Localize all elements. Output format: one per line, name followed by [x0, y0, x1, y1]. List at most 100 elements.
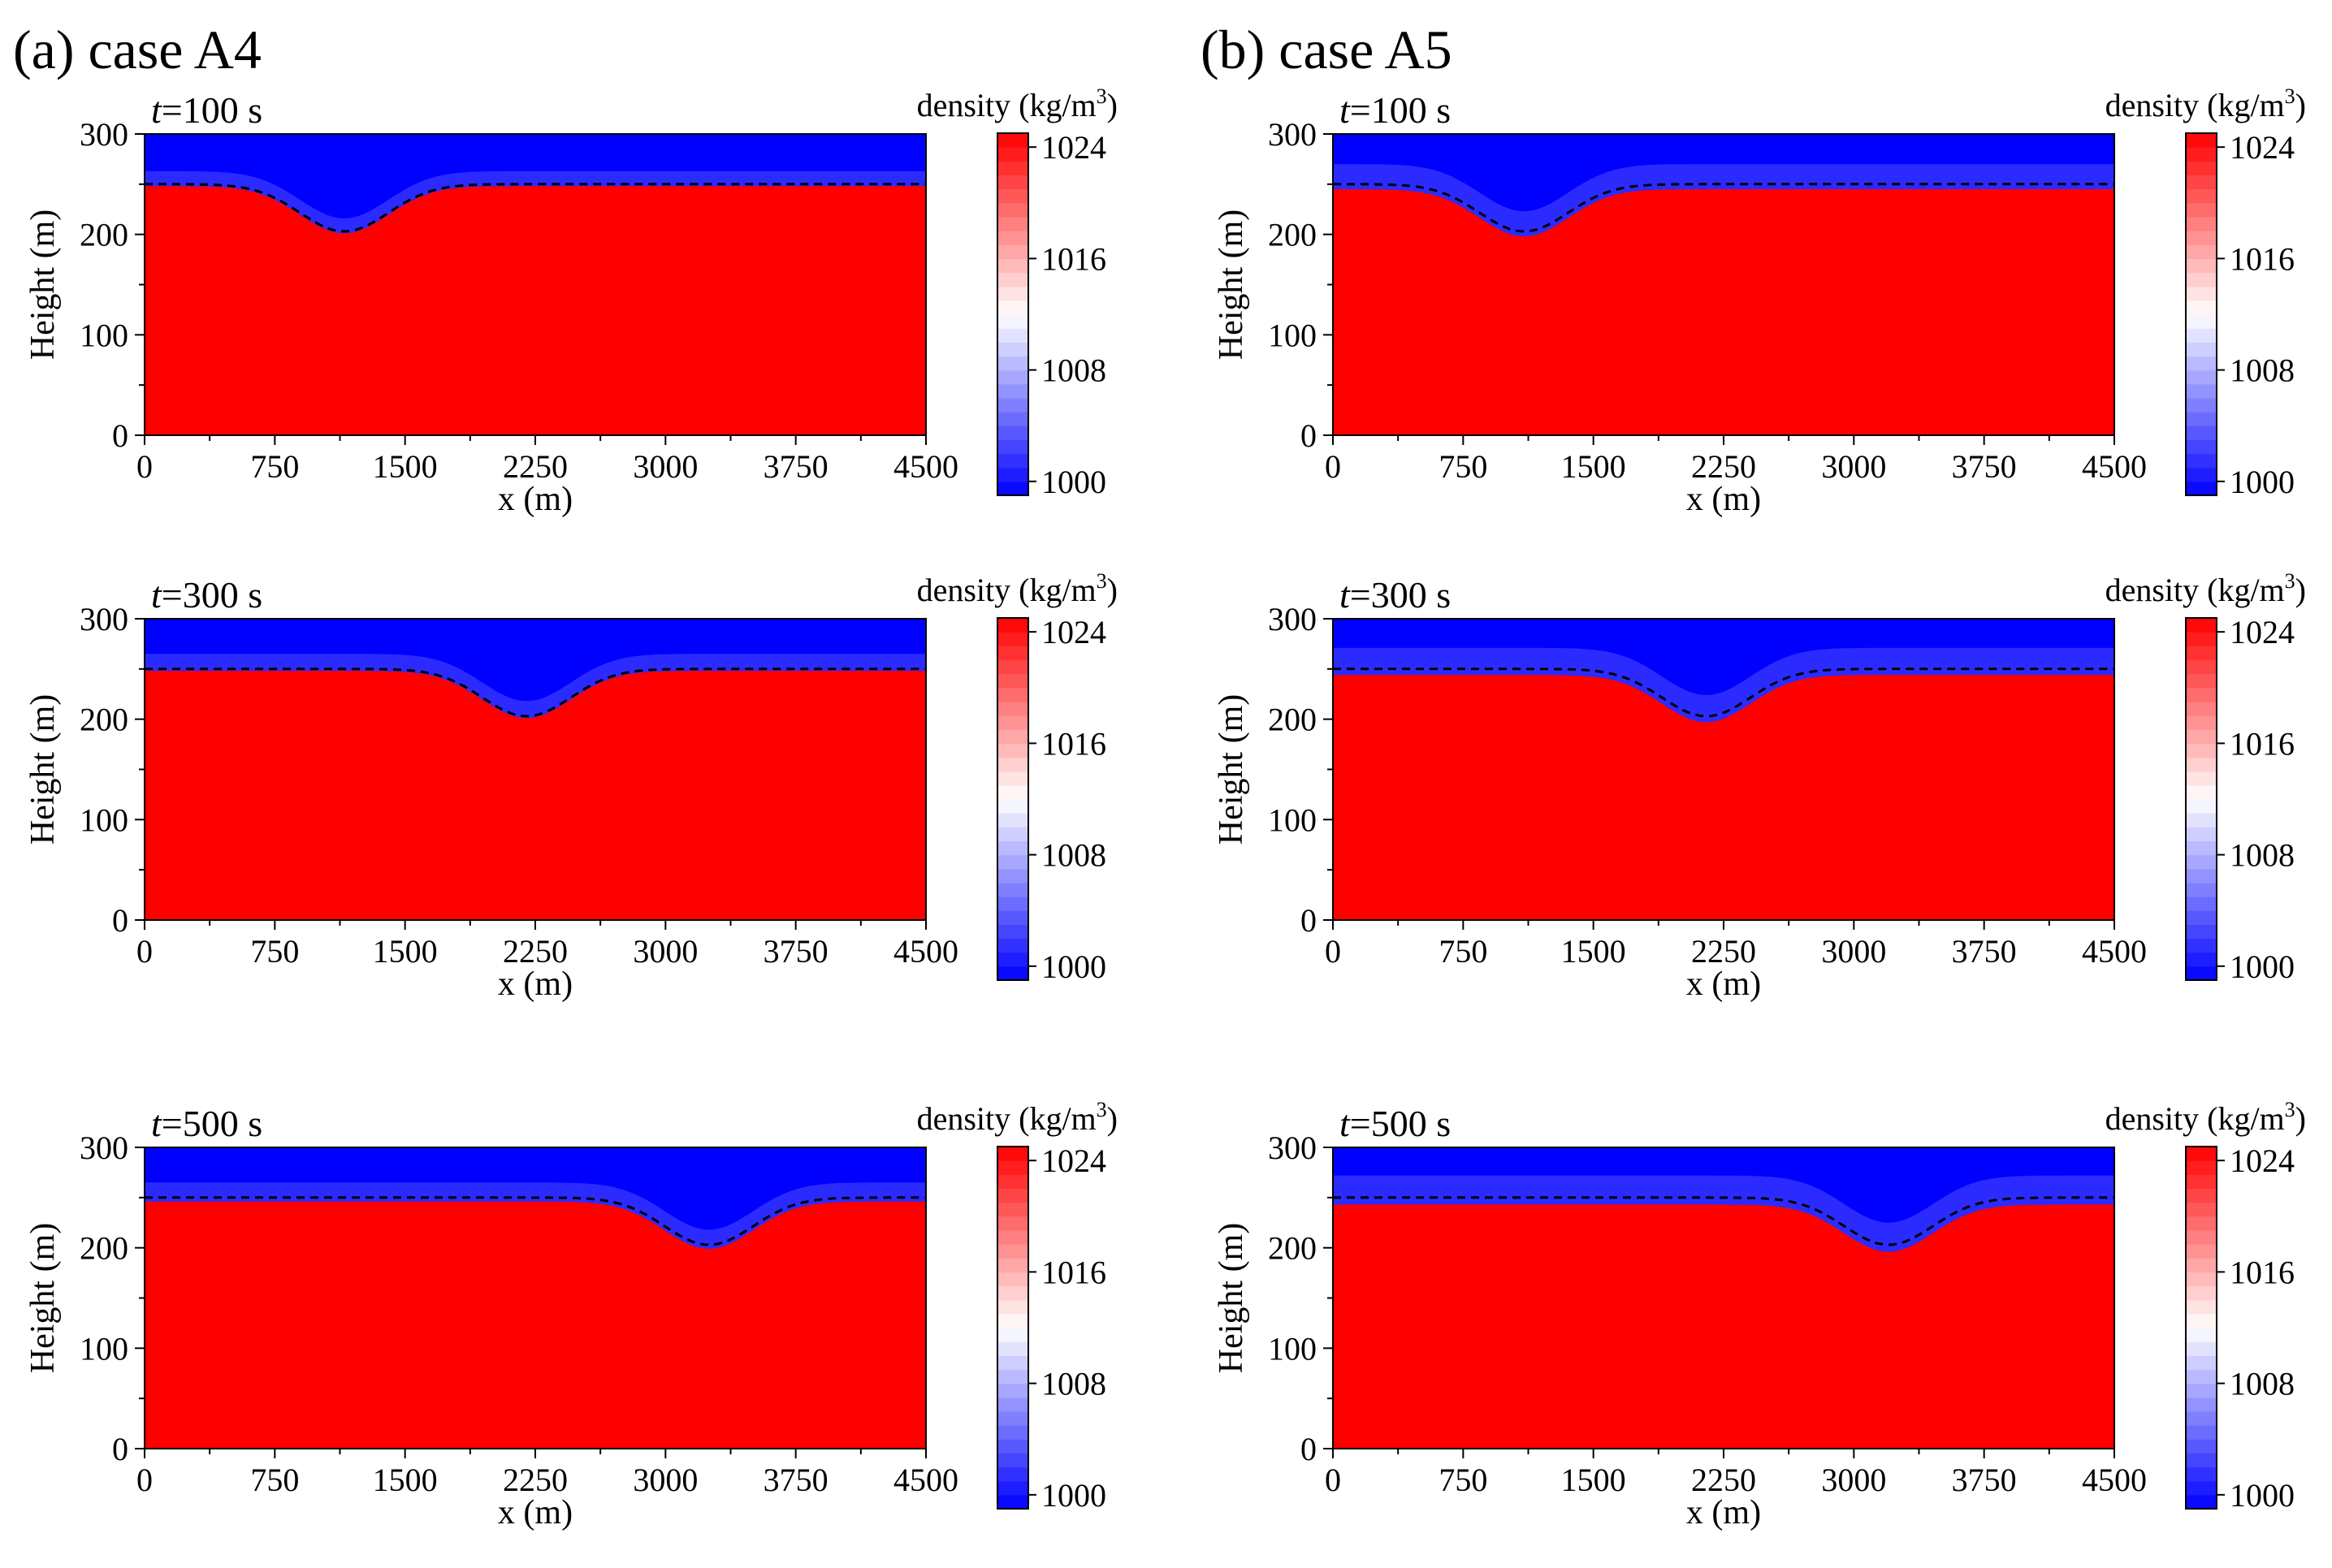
colorbar-level: [997, 1285, 1028, 1301]
colorbar-tick-label: 1008: [1041, 352, 1106, 389]
colorbar-label: density (kg/m3): [917, 84, 1118, 123]
x-axis-var: x: [1686, 965, 1703, 1003]
case-title-a5: (b) case A5: [1201, 19, 1452, 80]
colorbar-level: [2186, 868, 2217, 883]
y-tick-label: 200: [1268, 702, 1317, 738]
colorbar-level: [997, 840, 1028, 856]
x-axis-label: x (m): [498, 481, 573, 518]
colorbar-level: [2186, 952, 2217, 967]
colorbar-level: [2186, 175, 2217, 190]
y-axis-label: Height (m): [1213, 694, 1250, 844]
colorbar-level: [2186, 715, 2217, 730]
colorbar-level: [2186, 799, 2217, 814]
x-tick-label: 0: [136, 1462, 153, 1498]
colorbar-level: [2186, 1188, 2217, 1203]
colorbar-level: [2186, 1244, 2217, 1259]
interface-line: [145, 667, 926, 718]
colorbar-level: [2186, 481, 2217, 496]
x-tick-label: 3000: [1821, 933, 1886, 970]
y-tick-label: 300: [80, 116, 128, 153]
colorbar-level: [2186, 133, 2217, 148]
colorbar-level: [2186, 1341, 2217, 1356]
colorbar-level: [2186, 328, 2217, 343]
time-label: t=500 s: [151, 1103, 262, 1144]
colorbar-level: [2186, 1410, 2217, 1426]
time-var: t: [1339, 574, 1351, 616]
x-tick-label: 4500: [893, 448, 958, 485]
colorbar-level: [997, 342, 1028, 357]
colorbar-label: density (kg/m3): [2105, 84, 2306, 123]
colorbar-tick-label: 1008: [2230, 1366, 2295, 1402]
colorbar-level: [997, 882, 1028, 897]
time-var: t: [151, 89, 162, 131]
x-tick-label: 1500: [373, 933, 438, 970]
colorbar-level: [2186, 300, 2217, 315]
y-tick-label: 200: [80, 1230, 128, 1267]
x-axis-label: x (m): [1686, 965, 1761, 1003]
colorbar-level: [2186, 882, 2217, 897]
colorbar-level: [2186, 1425, 2217, 1440]
colorbar-level: [997, 827, 1028, 842]
colorbar-level: [997, 272, 1028, 287]
colorbar-label: density (kg/m3): [917, 569, 1118, 608]
colorbar-level: [2186, 1147, 2217, 1161]
colorbar-level: [997, 286, 1028, 301]
colorbar-tick-label: 1016: [2230, 1254, 2295, 1290]
x-tick-label: 750: [250, 933, 299, 970]
colorbar-level: [997, 632, 1028, 646]
x-tick-label: 3750: [764, 933, 829, 970]
x-axis-var: x: [498, 965, 515, 1003]
colorbar-level: [997, 1439, 1028, 1454]
colorbar-frame: [997, 132, 1029, 496]
colorbar-label: density (kg/m3): [2105, 569, 2306, 608]
colorbar-level: [997, 868, 1028, 883]
colorbar-tick-label: 1024: [2230, 1143, 2295, 1179]
colorbar-level: [2186, 202, 2217, 218]
y-axis-label: Height (m): [24, 694, 62, 844]
colorbar-level: [997, 231, 1028, 245]
case-title-a4: (a) case A4: [13, 19, 262, 80]
colorbar-level: [2186, 757, 2217, 772]
colorbar-label-close: ): [2295, 1100, 2306, 1137]
colorbar-level: [997, 314, 1028, 329]
colorbar-level: [2186, 1480, 2217, 1496]
x-tick-label: 0: [1325, 933, 1341, 970]
colorbar-level: [997, 1425, 1028, 1440]
time-var: t: [1339, 1103, 1351, 1144]
colorbar-label-close: ): [2295, 87, 2306, 123]
colorbar-level: [997, 328, 1028, 343]
colorbar-label-sup: 3: [1097, 1098, 1107, 1121]
colorbar-level: [2186, 439, 2217, 455]
colorbar-tick-label: 1000: [1041, 948, 1106, 985]
colorbar-level: [2186, 743, 2217, 758]
colorbar-level: [997, 453, 1028, 469]
colorbar-tick-label: 1000: [1041, 464, 1106, 500]
colorbar-level: [2186, 1299, 2217, 1315]
panel-c1p2: 0 750 1500 2250 3000 3750 4500 0 100 200 300 x (m) H…: [1213, 1098, 2306, 1531]
colorbar-level: [997, 439, 1028, 455]
colorbar-level: [997, 1174, 1028, 1190]
interface-line: [145, 183, 926, 233]
x-tick-label: 0: [136, 448, 153, 485]
colorbar-level: [2186, 784, 2217, 800]
x-tick-label: 2250: [503, 933, 568, 970]
x-tick-label: 1500: [373, 448, 438, 485]
colorbar-level: [997, 412, 1028, 426]
x-tick-label: 0: [1325, 1462, 1341, 1498]
x-tick-label: 2250: [1691, 1462, 1756, 1498]
colorbar-level: [997, 687, 1028, 702]
colorbar-level: [997, 799, 1028, 814]
time-label: t=100 s: [151, 89, 262, 131]
colorbar-level: [2186, 1258, 2217, 1272]
colorbar-tick-label: 1008: [2230, 352, 2295, 389]
x-axis-unit: (m): [1703, 965, 1761, 1003]
colorbar-level: [2186, 412, 2217, 426]
x-tick-label: 4500: [2082, 448, 2147, 485]
colorbar-tick-label: 1016: [2230, 725, 2295, 762]
interface-line: [1333, 1196, 2114, 1246]
colorbar-level: [2186, 1202, 2217, 1217]
x-tick-label: 750: [250, 448, 299, 485]
colorbar-level: [2186, 314, 2217, 329]
time-label: t=300 s: [1339, 574, 1451, 616]
colorbar-level: [2186, 827, 2217, 842]
